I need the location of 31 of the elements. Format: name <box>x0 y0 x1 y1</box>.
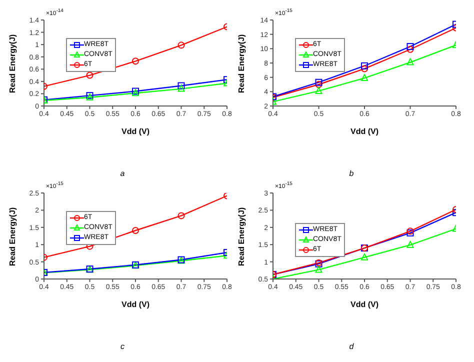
y-axis-title: Read Energy(J) <box>236 34 246 93</box>
x-axis-title: Vdd (V) <box>122 300 150 309</box>
point <box>361 65 368 72</box>
text: c <box>120 342 126 351</box>
point <box>361 74 368 82</box>
point <box>86 72 94 79</box>
point <box>178 212 185 220</box>
point <box>406 240 414 248</box>
point <box>315 266 322 273</box>
point <box>361 62 368 70</box>
point <box>315 81 322 88</box>
x-axis-title: Vdd (V) <box>350 127 379 136</box>
point <box>406 43 414 50</box>
point <box>132 226 139 234</box>
text: a <box>119 169 126 178</box>
y-axis-title: Read Energy(J) <box>236 206 246 266</box>
point <box>315 78 322 86</box>
text: d <box>348 342 355 351</box>
point <box>132 58 139 65</box>
point <box>406 46 414 53</box>
x-axis-title: Vdd (V) <box>122 127 150 136</box>
y-axis-title: Read Energy(J) <box>8 34 17 93</box>
point <box>178 82 185 90</box>
y-axis-title: Read Energy(J) <box>8 206 17 266</box>
point <box>315 86 322 94</box>
point <box>178 84 185 92</box>
point <box>406 58 414 66</box>
point <box>361 253 368 260</box>
text: b <box>348 169 355 178</box>
x-axis-title: Vdd (V) <box>350 300 379 309</box>
point <box>178 42 185 49</box>
